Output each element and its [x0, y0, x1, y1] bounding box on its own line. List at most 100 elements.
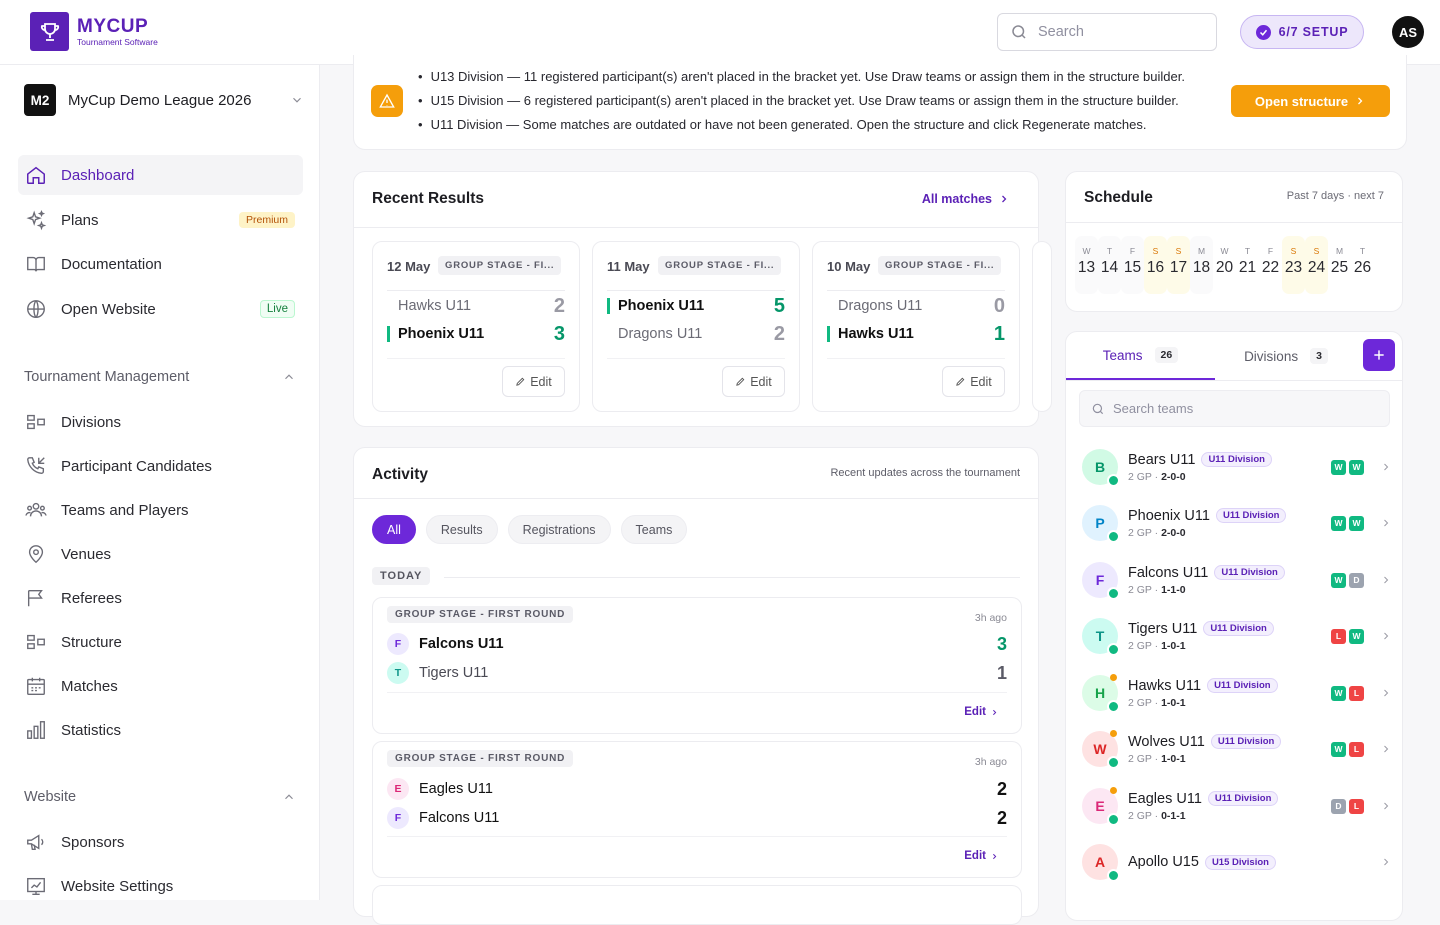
all-matches-link[interactable]: All matches: [922, 192, 1010, 206]
team-record: 2 GP · 1-0-1: [1128, 752, 1186, 765]
sidebar-item-label: Documentation: [61, 255, 162, 273]
section-website[interactable]: Website: [24, 789, 296, 805]
sidebar-item-structure[interactable]: Structure: [18, 622, 303, 662]
section-label: Website: [24, 789, 77, 805]
tab-teams[interactable]: Teams 26: [1066, 332, 1215, 380]
schedule-day[interactable]: M 18: [1190, 236, 1213, 294]
alert-item: U13 Division — 11 registered participant…: [418, 65, 1185, 89]
divider: [1066, 380, 1402, 381]
sidebar-item-sponsors[interactable]: Sponsors: [18, 822, 303, 862]
edit-result-button[interactable]: Edit: [722, 366, 785, 397]
team-row[interactable]: H Hawks U11 U11 Division 2 GP · 1-0-1 W L: [1082, 669, 1392, 717]
result-date: 12 May: [387, 259, 431, 274]
schedule-day[interactable]: T 26: [1351, 236, 1374, 294]
sidebar-item-matches[interactable]: Matches: [18, 666, 303, 706]
day-number: 25: [1330, 259, 1349, 276]
schedule-day[interactable]: S 24: [1305, 236, 1328, 294]
filter-results[interactable]: Results: [425, 515, 498, 544]
day-weekday: F: [1129, 246, 1136, 256]
edit-result-button[interactable]: Edit: [502, 366, 565, 397]
filter-registrations[interactable]: Registrations: [507, 515, 611, 544]
day-number: 26: [1353, 259, 1372, 276]
sidebar-item-divisions[interactable]: Divisions: [18, 402, 303, 442]
user-avatar[interactable]: AS: [1392, 16, 1424, 48]
team-row[interactable]: P Phoenix U11 U11 Division 2 GP · 2-0-0 W W: [1082, 499, 1392, 547]
sidebar-item-statistics[interactable]: Statistics: [18, 710, 303, 750]
team-info: Apollo U15 U15 Division: [1128, 854, 1364, 870]
day-number: 24: [1307, 259, 1326, 276]
check-status-icon: [1107, 869, 1120, 882]
schedule-day[interactable]: F 15: [1121, 236, 1144, 294]
team-name: Hawks U11: [827, 326, 914, 342]
activity-item[interactable]: GROUP STAGE - FIRST ROUND 3h ago F Falco…: [372, 597, 1022, 734]
schedule-day[interactable]: S 17: [1167, 236, 1190, 294]
section-tournament-management[interactable]: Tournament Management: [24, 369, 296, 385]
sidebar: M2 MyCup Demo League 2026 Dashboard Plan…: [0, 65, 320, 900]
win-draw-loss: 1-0-1: [1161, 639, 1186, 652]
team-row[interactable]: F Falcons U11 U11 Division 2 GP · 1-1-0 W D: [1082, 556, 1392, 604]
schedule-day[interactable]: T 14: [1098, 236, 1121, 294]
tab-divisions[interactable]: Divisions 3: [1216, 332, 1356, 380]
team-name: Phoenix U11: [607, 298, 704, 314]
brand-logo[interactable]: MYCUP Tournament Software: [30, 12, 158, 51]
schedule-day[interactable]: M 25: [1328, 236, 1351, 294]
result-home-row: Dragons U11 0: [827, 294, 1005, 318]
team-record: 2 GP · 0-1-1: [1128, 809, 1186, 822]
setup-alert-card: U13 Division — 11 registered participant…: [353, 55, 1407, 150]
team-score: 2: [553, 294, 565, 317]
sidebar-item-dashboard[interactable]: Dashboard: [18, 155, 303, 195]
win-draw-loss: 1-1-0: [1161, 583, 1186, 596]
sidebar-item-documentation[interactable]: Documentation: [18, 244, 303, 284]
team-row[interactable]: T Tigers U11 U11 Division 2 GP · 1-0-1 L W: [1082, 612, 1392, 660]
search-input[interactable]: [1038, 24, 1198, 40]
team-initial: H: [1094, 685, 1106, 701]
sidebar-item-participant-candidates[interactable]: Participant Candidates: [18, 446, 303, 486]
team-name: Wolves U11: [1128, 733, 1205, 750]
team-row[interactable]: B Bears U11 U11 Division 2 GP · 2-0-0 W W: [1082, 443, 1392, 491]
result-card[interactable]: 12 May GROUP STAGE - FI... Hawks U11 2 Ph…: [372, 241, 580, 412]
schedule-day[interactable]: W 13: [1075, 236, 1098, 294]
sidebar-item-venues[interactable]: Venues: [18, 534, 303, 574]
schedule-day[interactable]: S 23: [1282, 236, 1305, 294]
team-row[interactable]: A Apollo U15 U15 Division: [1082, 838, 1392, 886]
open-structure-button[interactable]: Open structure: [1231, 85, 1390, 117]
sidebar-item-plans[interactable]: Plans Premium: [18, 200, 303, 240]
edit-activity-link[interactable]: Edit: [964, 706, 999, 718]
activity-item[interactable]: GROUP STAGE - FIRST ROUND 3h ago E Eagle…: [372, 741, 1022, 878]
schedule-day[interactable]: W 20: [1213, 236, 1236, 294]
sidebar-item-label: Participant Candidates: [61, 457, 212, 475]
team-score: 3: [553, 322, 565, 345]
filter-all[interactable]: All: [372, 515, 416, 544]
divider: [827, 290, 1005, 291]
team-row[interactable]: W Wolves U11 U11 Division 2 GP · 1-0-1 W L: [1082, 725, 1392, 773]
setup-progress-button[interactable]: 6/7 SETUP: [1240, 15, 1364, 49]
check-status-icon: [1107, 530, 1120, 543]
chevron-down-icon: [293, 97, 301, 103]
games-played: 2 GP: [1128, 639, 1152, 652]
chevron-right-icon: [993, 709, 997, 715]
sidebar-item-teams-players[interactable]: Teams and Players: [18, 490, 303, 530]
team-row[interactable]: E Eagles U11 U11 Division 2 GP · 0-1-1 D L: [1082, 782, 1392, 830]
schedule-day[interactable]: F 22: [1259, 236, 1282, 294]
sidebar-item-website-settings[interactable]: Website Settings: [18, 866, 303, 906]
league-switcher[interactable]: M2 MyCup Demo League 2026: [24, 83, 304, 117]
team-name: Phoenix U11: [387, 326, 484, 342]
edit-result-button[interactable]: Edit: [942, 366, 1005, 397]
team-info: Falcons U11 U11 Division 2 GP · 1-1-0: [1128, 565, 1331, 596]
add-team-button[interactable]: [1363, 339, 1395, 371]
filter-teams[interactable]: Teams: [620, 515, 688, 544]
team-search[interactable]: Search teams: [1079, 390, 1390, 427]
schedule-card: Schedule Past 7 days · next 7 W 13 T 14 F 15 S…: [1065, 171, 1403, 413]
result-card[interactable]: 10 May GROUP STAGE - FI... Dragons U11 0 …: [812, 241, 1020, 412]
day-weekday: M: [1197, 246, 1206, 256]
map-pin-icon: [25, 543, 47, 565]
edit-activity-link[interactable]: Edit: [964, 850, 999, 862]
schedule-day[interactable]: S 16: [1144, 236, 1167, 294]
global-search[interactable]: [997, 13, 1217, 51]
sidebar-item-referees[interactable]: Referees: [18, 578, 303, 618]
schedule-day[interactable]: T 21: [1236, 236, 1259, 294]
result-card[interactable]: 11 May GROUP STAGE - FI... Phoenix U11 5 …: [592, 241, 800, 412]
team-name: Dragons U11: [838, 298, 923, 314]
sidebar-item-open-website[interactable]: Open Website Live: [18, 289, 303, 329]
